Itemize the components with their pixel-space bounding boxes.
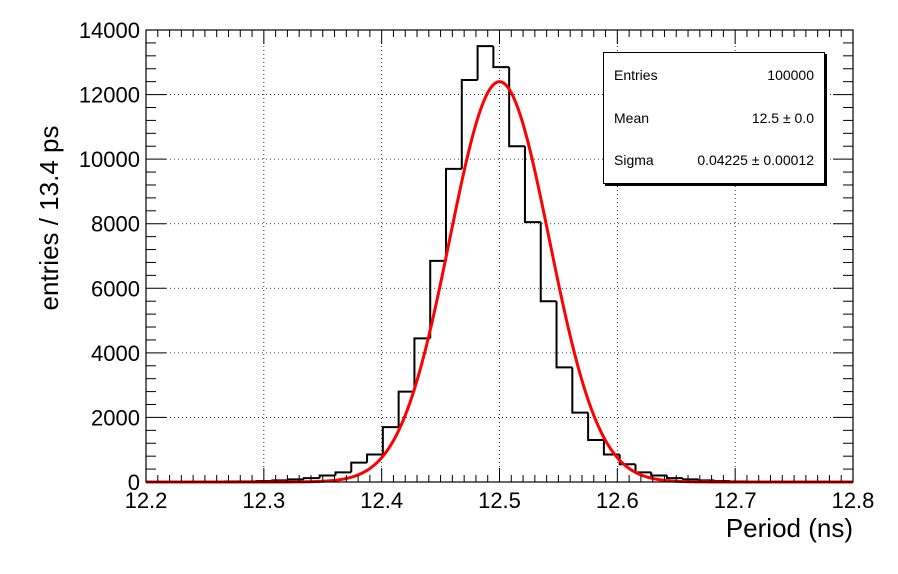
y-tick-label: 4000: [91, 341, 140, 366]
x-tick-label: 12.4: [360, 488, 403, 513]
histogram-bin: [618, 454, 636, 466]
histogram-bin: [523, 146, 541, 224]
stats-sigma-value: 0.04225 ± 0.00012: [697, 152, 814, 168]
histogram-bin: [555, 301, 573, 369]
histogram-bin: [571, 367, 589, 414]
histogram-bin: [539, 222, 557, 303]
histogram-bin: [413, 337, 431, 392]
histogram-bin: [429, 259, 447, 339]
x-tick-label: 12.3: [242, 488, 285, 513]
y-axis-label: entries / 13.4 ps: [34, 126, 64, 311]
histogram-bin: [397, 390, 415, 428]
histogram-bin: [287, 478, 304, 481]
x-tick-label: 12.2: [125, 488, 168, 513]
histogram-bin: [587, 412, 604, 442]
x-tick-label: 12.5: [478, 488, 521, 513]
x-tick-label: 12.6: [596, 488, 639, 513]
stats-entries-value: 100000: [767, 67, 814, 83]
stats-box: Entries 100000 Mean 12.5 ± 0.0 Sigma 0.0…: [603, 52, 825, 184]
x-axis-label: Period (ns): [726, 513, 853, 543]
histogram-bin: [681, 478, 699, 481]
x-tick-label: 12.8: [832, 488, 875, 513]
y-tick-label: 2000: [91, 405, 140, 430]
grid: [146, 30, 853, 482]
histogram-bin: [366, 453, 383, 463]
stats-row-entries: Entries 100000: [614, 67, 814, 85]
histogram-bin: [334, 471, 352, 476]
histogram-bin: [350, 461, 368, 473]
axis-tick-labels: 12.2 12.3 12.4 12.5 12.6 12.7 12.8 0 2000 4000 600…: [79, 18, 875, 513]
histogram-bin: [666, 475, 683, 480]
histogram-bin: [302, 477, 320, 480]
stats-mean-label: Mean: [614, 110, 650, 126]
axis-ticks: [145, 29, 854, 483]
stats-sigma-label: Sigma: [614, 152, 654, 168]
histogram-bin: [634, 464, 652, 474]
y-tick-label: 12000: [79, 83, 140, 108]
histogram-bin: [460, 79, 478, 169]
stats-mean-value: 12.5 ± 0.0: [751, 110, 814, 126]
stats-row-mean: Mean 12.5 ± 0.0: [614, 110, 814, 128]
y-tick-label: 8000: [91, 212, 140, 237]
x-tick-label: 12.7: [714, 488, 757, 513]
histogram-bin: [445, 167, 462, 261]
histogram-bin: [381, 426, 399, 455]
histogram-bin: [492, 46, 510, 69]
histogram-bin: [650, 472, 668, 477]
y-tick-label: 0: [128, 470, 140, 495]
stats-row-sigma: Sigma 0.04225 ± 0.00012: [614, 152, 814, 170]
stats-entries-label: Entries: [614, 67, 658, 83]
histogram-bin: [318, 474, 336, 479]
y-tick-label: 6000: [91, 276, 140, 301]
y-tick-label: 14000: [79, 18, 140, 43]
histogram-bin: [476, 45, 494, 81]
histogram-bin: [508, 67, 525, 148]
y-tick-label: 10000: [79, 147, 140, 172]
